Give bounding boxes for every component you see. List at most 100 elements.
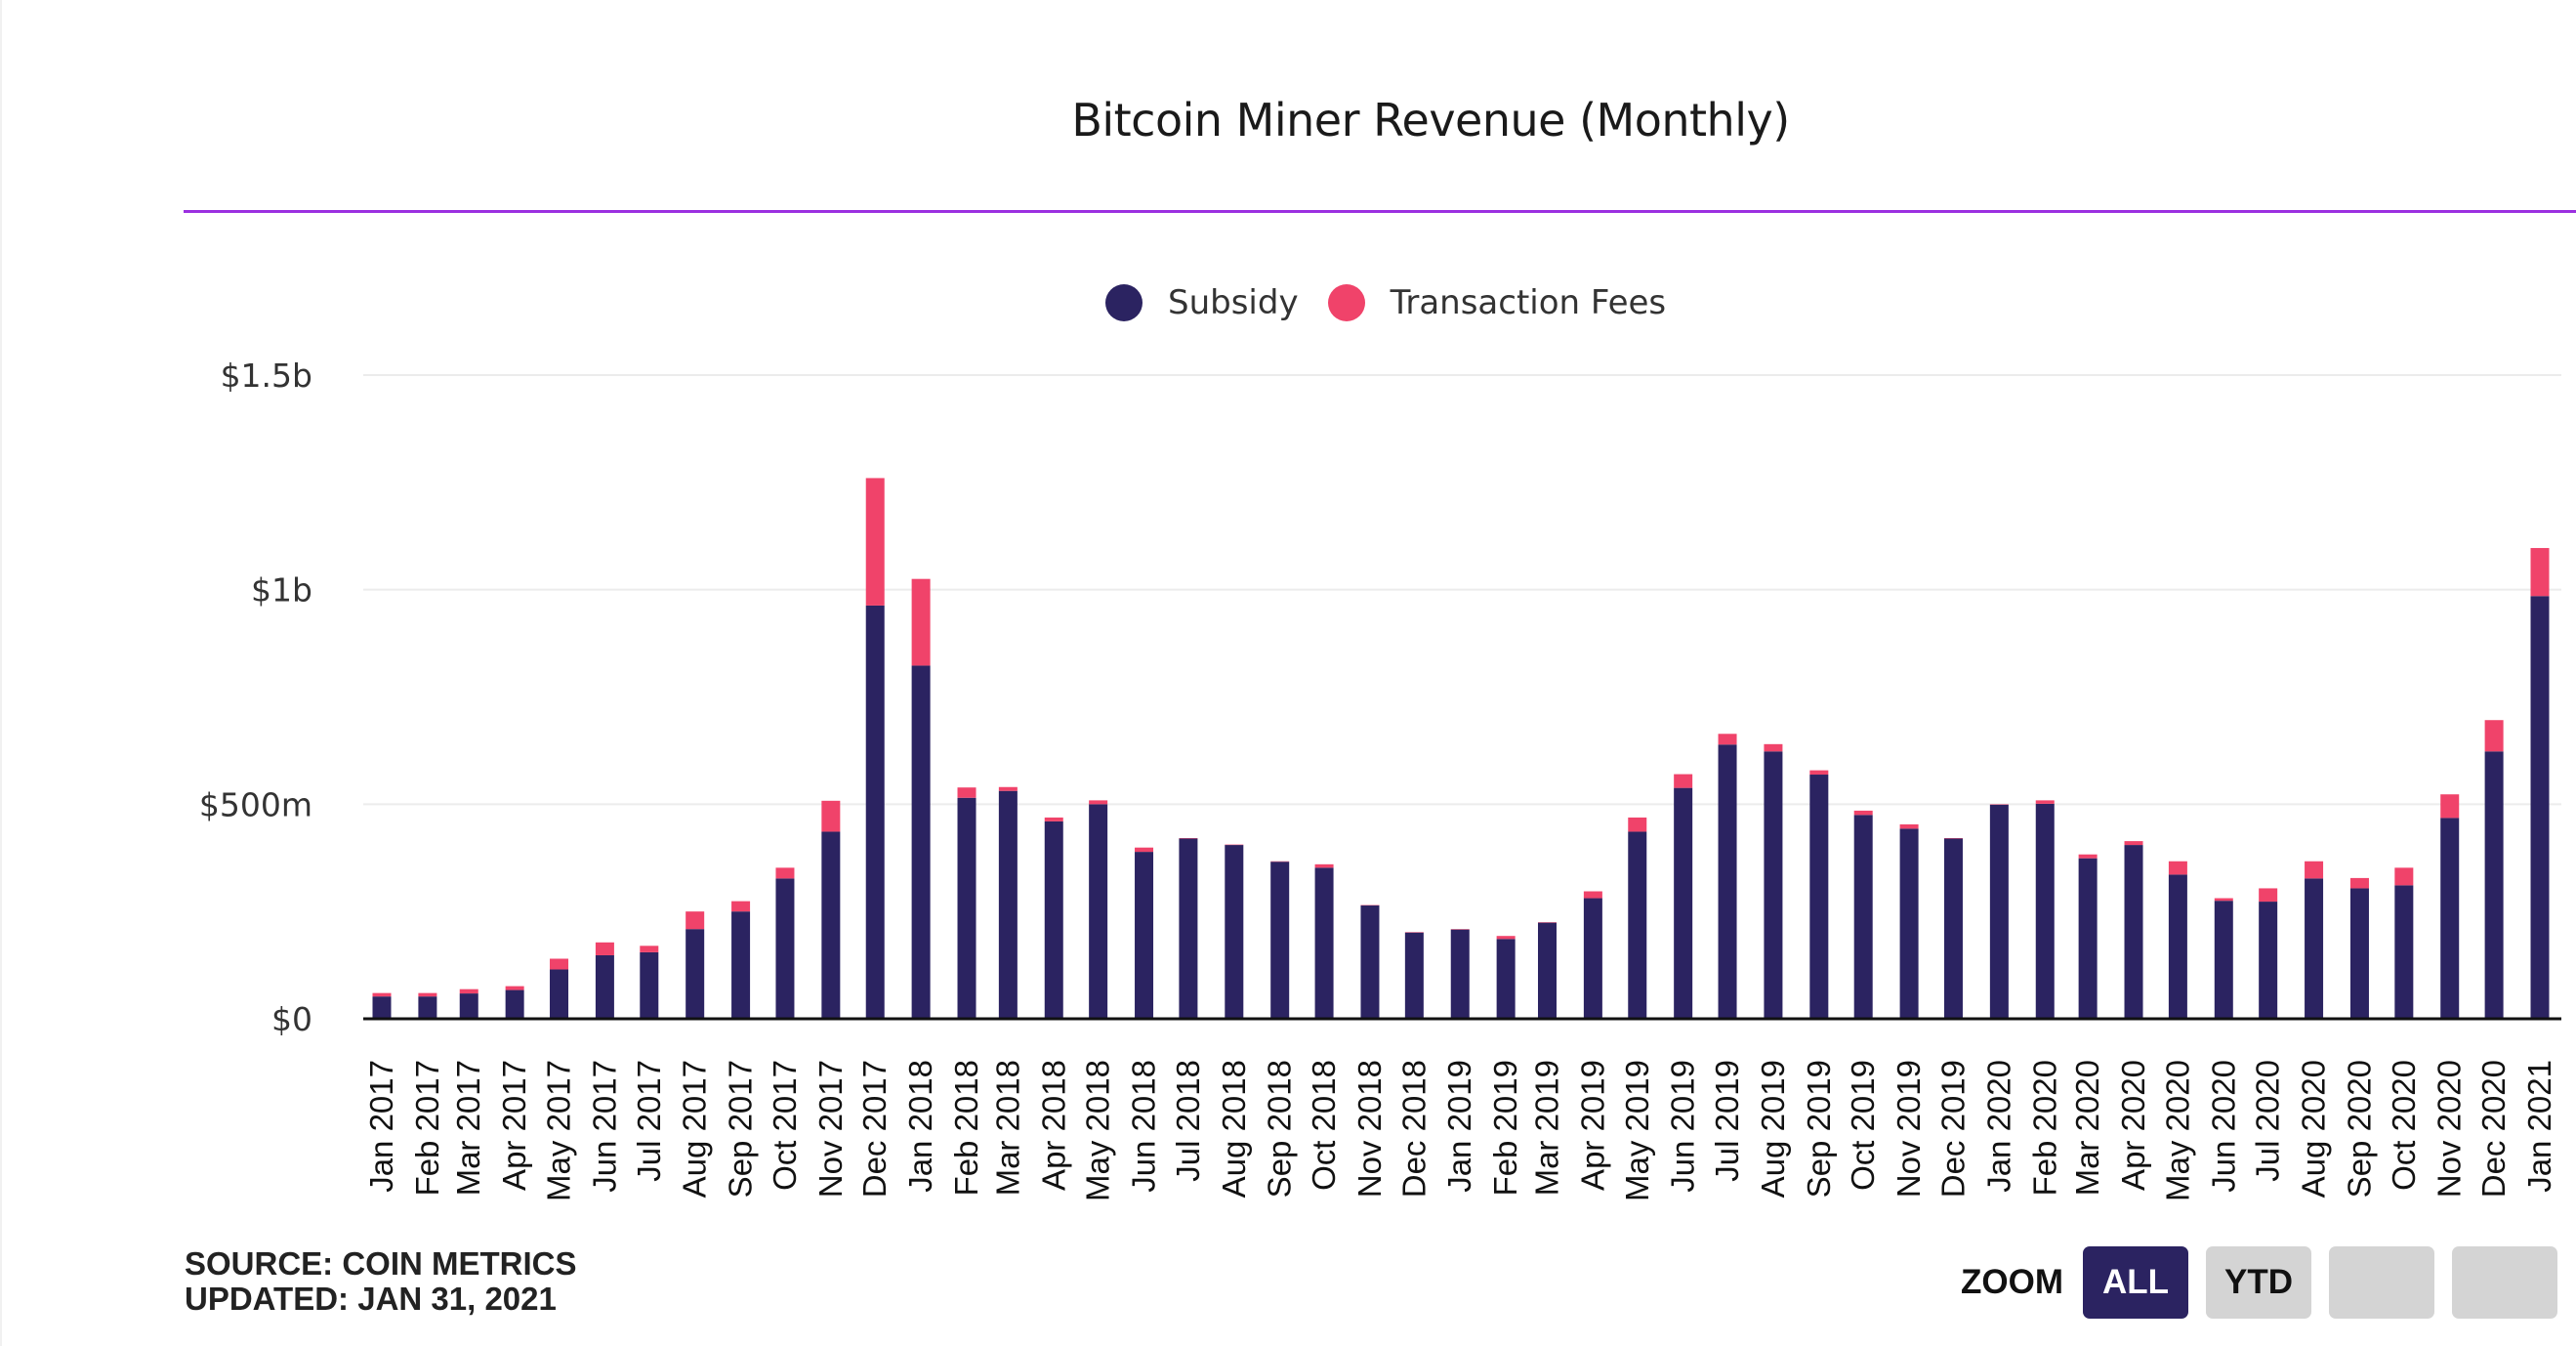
bar-subsidy: [1404, 932, 1424, 1019]
bar-subsidy: [2440, 818, 2460, 1019]
x-tick-label: Jan 2017: [363, 1060, 399, 1193]
bar-transaction-fees: [2530, 548, 2550, 597]
x-tick-label: Apr 2019: [1574, 1060, 1610, 1191]
bar-transaction-fees: [686, 911, 705, 930]
bar-subsidy: [1179, 838, 1198, 1019]
bar-subsidy: [2259, 902, 2278, 1019]
bar-subsidy: [1674, 787, 1693, 1019]
bar-subsidy: [1537, 922, 1557, 1019]
zoom-controls: ZOOM ALL YTD: [1961, 1246, 2575, 1319]
bar-transaction-fees: [459, 988, 478, 994]
zoom-option-button[interactable]: [2451, 1246, 2557, 1319]
bar-transaction-fees: [865, 478, 885, 606]
x-tick-label: Aug 2020: [2296, 1060, 2332, 1198]
x-tick-label: Dec 2017: [856, 1060, 893, 1198]
bar-subsidy: [640, 951, 659, 1019]
bar-transaction-fees: [1674, 774, 1693, 788]
x-tick-label: Mar 2018: [989, 1060, 1025, 1196]
x-tick-label: Oct 2018: [1306, 1060, 1342, 1191]
bar-subsidy: [1764, 751, 1783, 1019]
bar-subsidy: [2394, 885, 2414, 1019]
bar-subsidy: [2214, 901, 2233, 1019]
bar-transaction-fees: [505, 986, 524, 990]
x-axis-ticks: Jan 2017 Feb 2017 Mar 2017 Apr 2017 May 2017…: [363, 1060, 2557, 1201]
x-tick-label: Mar 2017: [450, 1060, 486, 1196]
bar-transaction-fees: [595, 942, 614, 955]
bar-transaction-fees: [418, 992, 437, 997]
bar-transaction-fees: [1044, 817, 1063, 821]
bar-transaction-fees: [2305, 861, 2324, 879]
bar-subsidy: [686, 929, 705, 1019]
bar-subsidy: [418, 996, 437, 1019]
bar-subsidy: [2168, 874, 2187, 1019]
x-tick-label: Nov 2020: [2431, 1060, 2468, 1198]
bar-transaction-fees: [2168, 861, 2187, 875]
x-tick-label: Dec 2020: [2475, 1060, 2512, 1198]
x-tick-label: Jul 2019: [1709, 1060, 1745, 1182]
bar-subsidy: [1899, 828, 1919, 1019]
x-tick-label: Dec 2018: [1395, 1060, 1432, 1198]
footer: SOURCE: COIN METRICS UPDATED: JAN 31, 20…: [185, 1246, 577, 1317]
bar-subsidy: [550, 969, 569, 1019]
x-tick-label: Mar 2019: [1528, 1060, 1564, 1196]
bar-subsidy: [1314, 867, 1334, 1019]
bar-subsidy: [1583, 898, 1602, 1019]
bar-subsidy: [1628, 831, 1647, 1019]
zoom-option-button[interactable]: [2328, 1246, 2434, 1319]
y-tick-label: $1b: [251, 571, 312, 610]
x-tick-label: Apr 2020: [2115, 1060, 2151, 1191]
x-tick-label: Feb 2020: [2026, 1060, 2062, 1196]
bar-subsidy: [865, 605, 885, 1019]
bar-transaction-fees: [1089, 800, 1108, 805]
legend: Subsidy Transaction Fees: [1105, 281, 1695, 324]
bar-subsidy: [1718, 744, 1737, 1019]
x-tick-label: Sep 2019: [1801, 1060, 1837, 1198]
bar-subsidy: [2305, 878, 2324, 1019]
x-tick-label: Aug 2017: [677, 1060, 713, 1198]
bar-transaction-fees: [2484, 720, 2504, 752]
x-tick-label: Mar 2020: [2069, 1060, 2105, 1196]
y-tick-label: $0: [271, 1000, 312, 1038]
bar-transaction-fees: [2124, 841, 2143, 846]
gridlines: [363, 374, 2561, 806]
chart-title: Bitcoin Miner Revenue (Monthly): [1071, 94, 1790, 147]
x-tick-label: Feb 2017: [409, 1060, 445, 1196]
bar-transaction-fees: [1628, 817, 1647, 832]
bar-subsidy: [1450, 929, 1470, 1019]
x-tick-label: Sep 2020: [2341, 1060, 2377, 1198]
bar-subsidy: [1809, 775, 1829, 1019]
x-tick-label: Oct 2020: [2386, 1060, 2422, 1191]
x-tick-label: May 2020: [2159, 1060, 2195, 1201]
bar-transaction-fees: [731, 901, 751, 912]
x-tick-label: Apr 2017: [496, 1060, 532, 1191]
bar-transaction-fees: [1764, 743, 1783, 752]
x-tick-label: Jun 2020: [2205, 1060, 2241, 1193]
x-tick-label: May 2017: [541, 1060, 577, 1201]
zoom-label: ZOOM: [1961, 1263, 2063, 1301]
bar-subsidy: [505, 989, 524, 1019]
bar-subsidy: [2484, 751, 2504, 1019]
bar-transaction-fees: [2214, 898, 2233, 902]
zoom-all-button[interactable]: ALL: [2082, 1246, 2188, 1319]
bar-transaction-fees: [1314, 863, 1334, 868]
legend-item-subsidy[interactable]: Subsidy: [1105, 283, 1299, 322]
legend-item-transaction-fees[interactable]: Transaction Fees: [1327, 283, 1666, 322]
x-tick-label: Feb 2019: [1487, 1060, 1523, 1196]
bar-subsidy: [1853, 815, 1873, 1019]
bar-transaction-fees: [1583, 891, 1602, 899]
x-tick-label: Jun 2019: [1665, 1060, 1701, 1193]
x-tick-label: Nov 2017: [812, 1060, 849, 1198]
page-border: [0, 0, 2, 1346]
y-axis-ticks: $0 $500m $1b $1.5b: [199, 357, 312, 1038]
bar-transaction-fees: [775, 867, 795, 879]
x-tick-label: Nov 2018: [1351, 1060, 1388, 1198]
bar-transaction-fees: [1718, 734, 1737, 745]
bar-transaction-fees: [1135, 847, 1154, 853]
bar-transaction-fees: [1899, 823, 1919, 829]
x-tick-label: Oct 2017: [767, 1060, 803, 1191]
bar-subsidy: [775, 878, 795, 1019]
updated-label: UPDATED: JAN 31, 2021: [185, 1281, 557, 1317]
bar-subsidy: [595, 954, 614, 1019]
zoom-ytd-button[interactable]: YTD: [2205, 1246, 2311, 1319]
